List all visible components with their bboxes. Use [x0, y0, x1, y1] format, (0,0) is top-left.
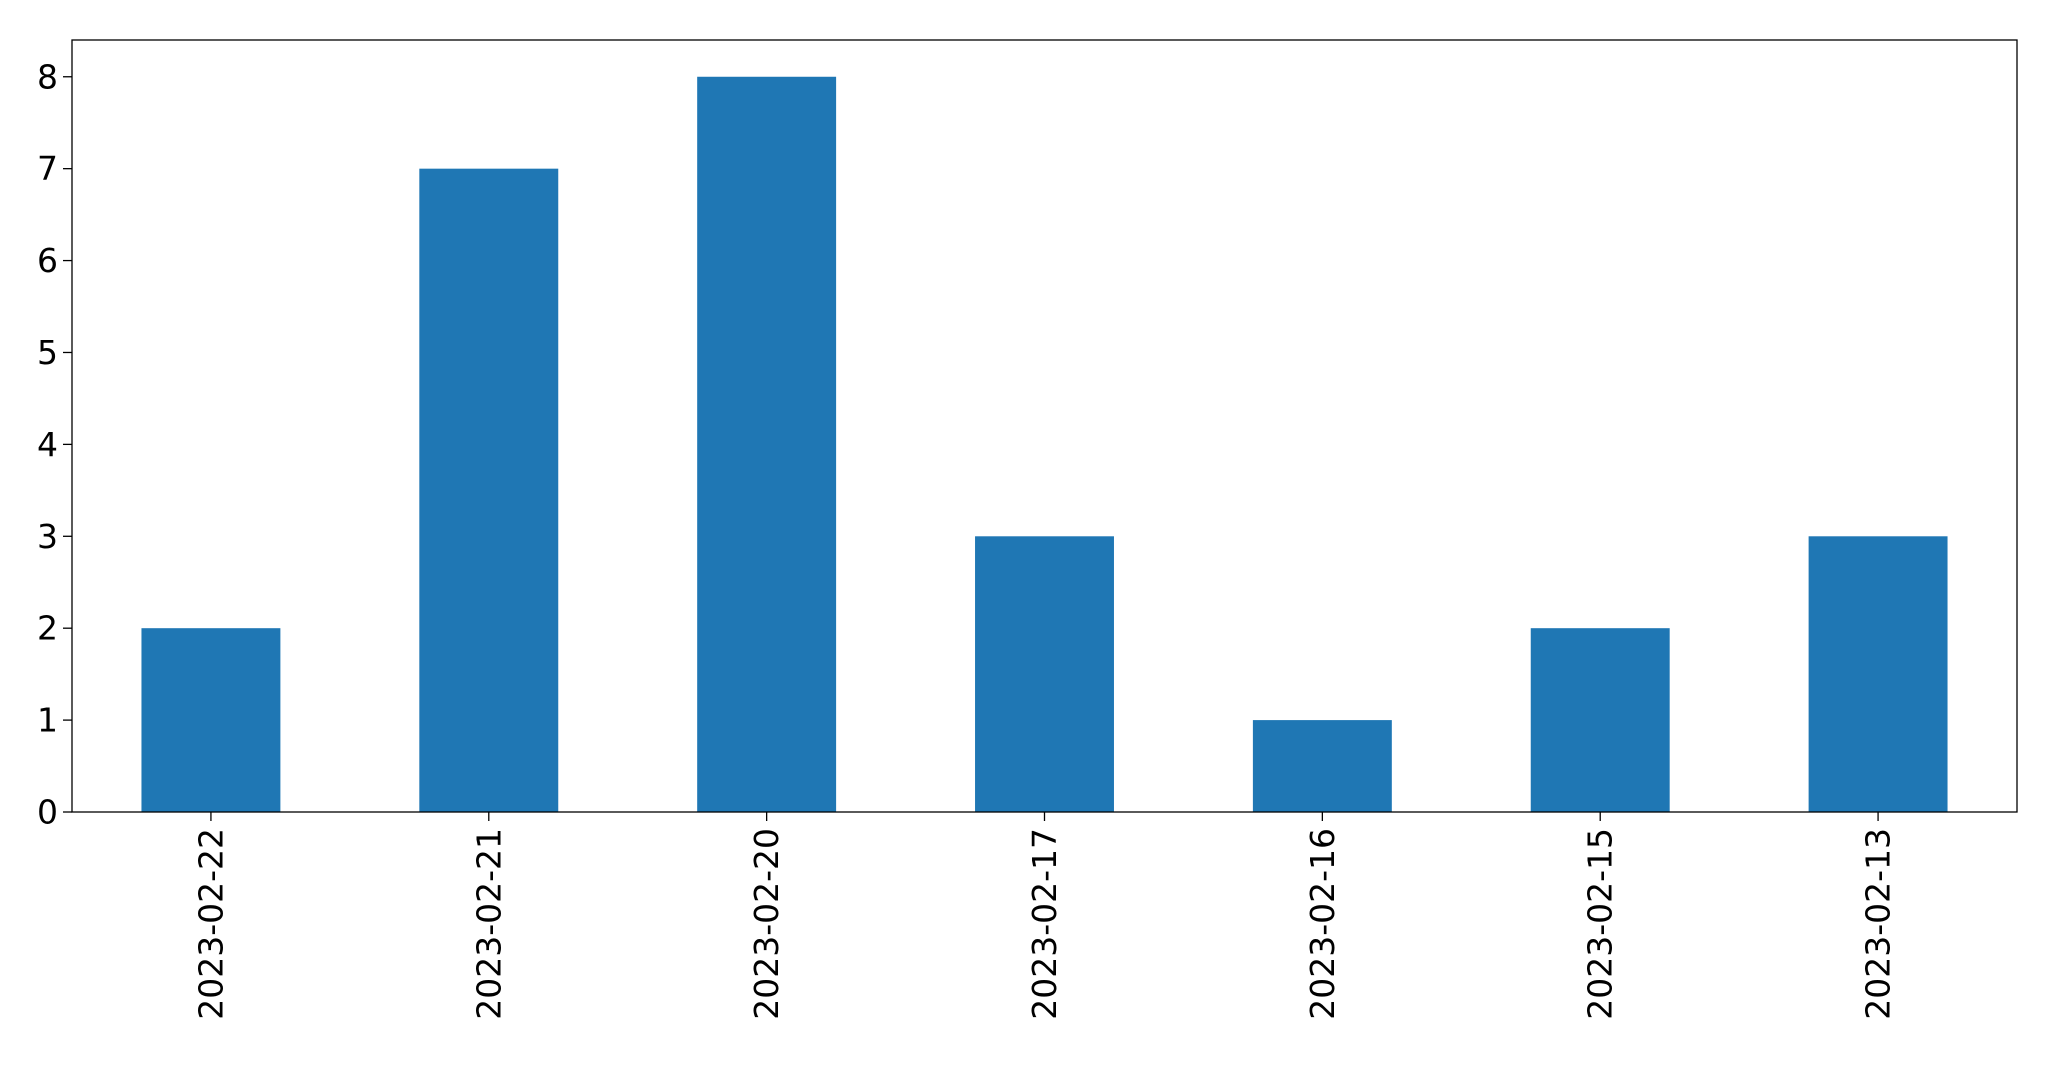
y-tick-label: 1 [37, 701, 58, 740]
plot-frame [71, 39, 2018, 813]
x-tick-label: 2023-02-22 [191, 828, 230, 1020]
y-tick-label: 7 [37, 149, 58, 188]
bars-layer [141, 76, 1948, 813]
y-tick-label: 5 [37, 333, 58, 372]
y-tick-label: 2 [37, 609, 58, 648]
bar-2023-02-17 [975, 536, 1114, 812]
y-axis: 0 1 2 3 4 5 6 7 8 [37, 57, 72, 832]
y-tick-label: 8 [37, 57, 58, 96]
bar-2023-02-16 [1252, 720, 1392, 812]
bar-2023-02-13 [1808, 536, 1948, 812]
y-tick-label: 6 [37, 241, 58, 280]
x-tick-label: 2023-02-21 [469, 828, 508, 1020]
y-tick-label: 4 [37, 425, 58, 464]
bar-2023-02-20 [697, 76, 837, 812]
bar-2023-02-21 [419, 168, 559, 813]
y-tick-label: 3 [37, 517, 58, 556]
x-tick-label: 2023-02-13 [1859, 828, 1898, 1020]
x-tick-label: 2023-02-20 [747, 828, 786, 1020]
x-tick-label: 2023-02-16 [1303, 828, 1342, 1020]
x-tick-label: 2023-02-15 [1581, 828, 1620, 1020]
x-axis: 2023-02-22 2023-02-21 2023-02-20 2023-02-17… [191, 812, 1898, 1020]
x-tick-label: 2023-02-17 [1025, 828, 1064, 1020]
bar-2023-02-15 [1530, 628, 1670, 812]
y-tick-label: 0 [37, 793, 58, 832]
bar-2023-02-22 [141, 628, 281, 812]
